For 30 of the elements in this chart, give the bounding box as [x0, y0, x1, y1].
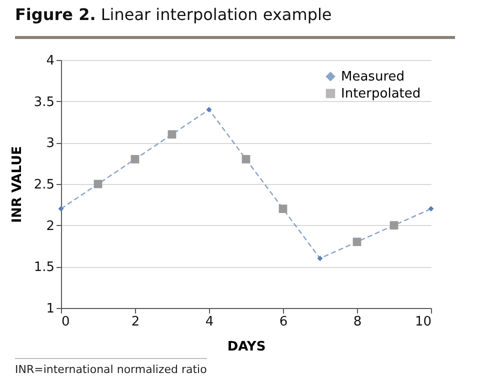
point	[390, 221, 398, 230]
y-tick-label: 1	[46, 302, 54, 316]
legend-label: Interpolated	[341, 86, 421, 102]
x-tick-label: 8	[353, 314, 362, 330]
point	[242, 155, 250, 164]
text: INR=international normalized ratio	[15, 358, 207, 376]
point	[94, 180, 102, 188]
point	[278, 204, 288, 213]
x-tick-label: 2	[131, 314, 140, 330]
legend-label: Measured	[341, 70, 405, 84]
x-tick-label: 4	[205, 314, 214, 330]
chart-title: Figure 2. Linear interpolation example	[15, 5, 332, 24]
point	[58, 206, 64, 212]
x-tick-label: 10	[414, 314, 432, 330]
point	[428, 206, 434, 212]
point	[317, 256, 323, 262]
x-tick-label: 0	[62, 314, 70, 330]
point	[168, 130, 176, 139]
y-tick-label: 3.5	[34, 94, 54, 110]
x-axis-title: DAYS	[227, 340, 266, 354]
x-tick-label: 6	[279, 314, 288, 330]
y-tick-label: 2	[46, 218, 54, 234]
point	[352, 238, 362, 246]
y-axis-title: INR VALUE	[10, 146, 25, 223]
point	[130, 155, 140, 164]
y-tick-label: 4	[46, 54, 54, 68]
point	[206, 106, 212, 112]
y-tick-label: 3	[46, 136, 54, 152]
y-tick-label: 1.5	[34, 260, 54, 276]
y-tick-label: 2.5	[34, 178, 54, 192]
